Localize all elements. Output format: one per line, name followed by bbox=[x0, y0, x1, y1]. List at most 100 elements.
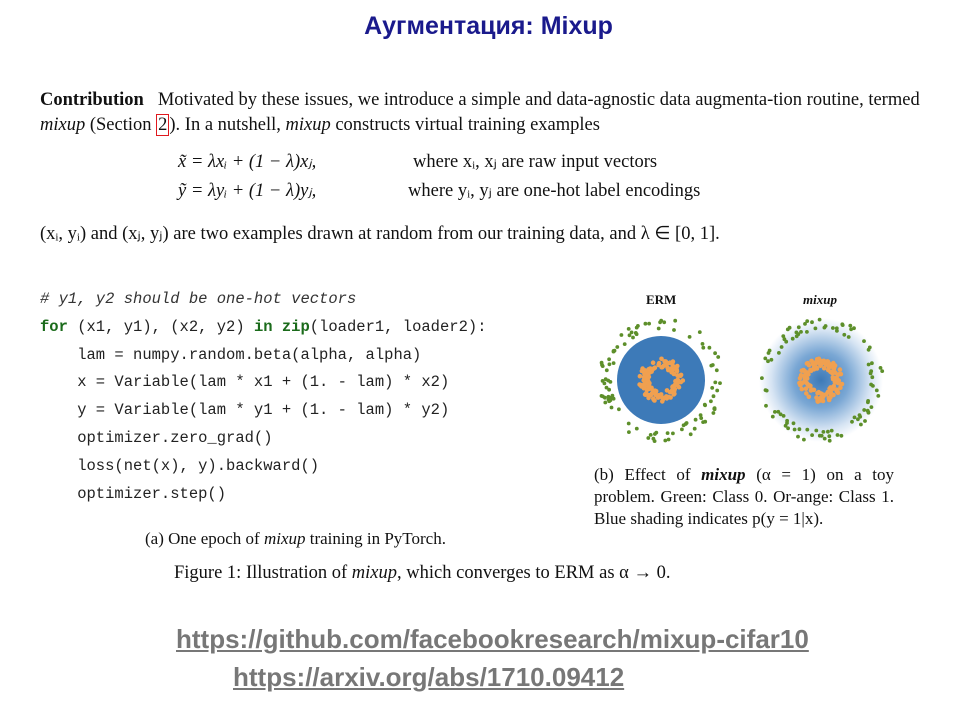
green-point bbox=[605, 386, 609, 390]
green-point bbox=[870, 361, 874, 365]
green-point bbox=[673, 319, 677, 323]
code-keyword-in: in bbox=[254, 318, 273, 336]
orange-point bbox=[808, 384, 813, 389]
orange-point bbox=[660, 395, 665, 400]
green-point bbox=[620, 333, 624, 337]
green-point bbox=[708, 346, 712, 350]
equation-x: x̃ = λxᵢ + (1 − λ)xⱼ, bbox=[178, 151, 316, 173]
code-line: loss(net(x), y).backward() bbox=[40, 457, 319, 475]
orange-point bbox=[831, 361, 836, 366]
orange-point bbox=[835, 377, 840, 382]
green-point bbox=[644, 322, 648, 326]
green-point bbox=[600, 394, 604, 398]
green-point bbox=[810, 433, 814, 437]
green-point bbox=[766, 359, 770, 363]
orange-point bbox=[798, 383, 803, 388]
orange-point bbox=[665, 396, 670, 401]
orange-point bbox=[826, 368, 831, 373]
green-point bbox=[610, 406, 614, 410]
orange-point bbox=[660, 399, 665, 404]
green-point bbox=[863, 419, 867, 423]
orange-point bbox=[648, 368, 653, 373]
green-point bbox=[612, 361, 616, 365]
green-point bbox=[627, 327, 631, 331]
green-point bbox=[824, 324, 828, 328]
green-point bbox=[699, 416, 703, 420]
mixup-blue-gradient bbox=[759, 318, 883, 442]
green-point bbox=[880, 369, 884, 373]
code-comment: # y1, y2 should be one-hot vectors bbox=[40, 290, 356, 308]
orange-point bbox=[674, 367, 679, 372]
green-point bbox=[667, 438, 671, 442]
green-point bbox=[663, 439, 667, 443]
orange-point bbox=[643, 370, 648, 375]
green-point bbox=[701, 346, 705, 350]
code-block: # y1, y2 should be one-hot vectors for (… bbox=[40, 286, 487, 508]
green-point bbox=[671, 432, 675, 436]
green-point bbox=[805, 319, 809, 323]
green-point bbox=[850, 420, 854, 424]
green-point bbox=[711, 363, 715, 367]
green-point bbox=[685, 421, 689, 425]
green-point bbox=[716, 355, 720, 359]
green-point bbox=[830, 429, 834, 433]
caption-a: (a) One epoch of mixup training in PyTor… bbox=[145, 529, 446, 549]
orange-point bbox=[678, 374, 683, 379]
github-link[interactable]: https://github.com/facebookresearch/mixu… bbox=[176, 624, 809, 655]
section-ref-link[interactable]: 2 bbox=[156, 114, 169, 136]
green-point bbox=[603, 401, 607, 405]
green-point bbox=[712, 411, 716, 415]
green-point bbox=[600, 361, 604, 365]
green-point bbox=[713, 351, 717, 355]
orange-point bbox=[826, 360, 831, 365]
mixup-plot-label: mixup bbox=[803, 292, 837, 308]
caption-text: (a) One epoch of bbox=[145, 529, 264, 548]
green-point bbox=[672, 328, 676, 332]
green-point bbox=[842, 333, 846, 337]
orange-point bbox=[651, 360, 656, 365]
green-point bbox=[840, 434, 844, 438]
green-point bbox=[796, 435, 800, 439]
green-point bbox=[628, 333, 632, 337]
green-point bbox=[831, 326, 835, 330]
green-point bbox=[822, 430, 826, 434]
green-point bbox=[623, 342, 627, 346]
caption-text: , which converges to ERM as α → 0. bbox=[397, 563, 670, 583]
green-point bbox=[868, 346, 872, 350]
orange-point bbox=[805, 361, 810, 366]
code-text: (x1, y1), (x2, y2) bbox=[68, 318, 254, 336]
paragraph-text: (Section bbox=[85, 115, 156, 135]
green-point bbox=[653, 432, 657, 436]
paragraph-text: Motivated by these issues, we introduce … bbox=[158, 90, 920, 110]
green-point bbox=[607, 357, 611, 361]
green-point bbox=[709, 399, 713, 403]
green-point bbox=[713, 381, 717, 385]
arxiv-link[interactable]: https://arxiv.org/abs/1710.09412 bbox=[233, 662, 624, 693]
green-point bbox=[870, 405, 874, 409]
mixup-term: mixup bbox=[264, 529, 306, 548]
green-point bbox=[767, 351, 771, 355]
green-point bbox=[826, 430, 830, 434]
green-point bbox=[698, 330, 702, 334]
green-point bbox=[764, 388, 768, 392]
contribution-label: Contribution bbox=[40, 90, 144, 110]
orange-point bbox=[835, 388, 840, 393]
green-point bbox=[852, 326, 856, 330]
orange-point bbox=[681, 378, 686, 383]
orange-point bbox=[819, 397, 824, 402]
paragraph-text: constructs virtual training examples bbox=[331, 115, 600, 135]
green-point bbox=[701, 342, 705, 346]
green-point bbox=[776, 410, 780, 414]
green-point bbox=[867, 363, 871, 367]
erm-plot-label: ERM bbox=[646, 292, 676, 308]
sampling-paragraph: (xᵢ, yᵢ) and (xⱼ, yⱼ) are two examples d… bbox=[40, 222, 920, 247]
mixup-term: mixup bbox=[701, 465, 745, 484]
contribution-paragraph: Contribution Motivated by these issues, w… bbox=[40, 88, 920, 138]
green-point bbox=[820, 434, 824, 438]
green-point bbox=[862, 408, 866, 412]
green-point bbox=[836, 433, 840, 437]
orange-point bbox=[670, 366, 675, 371]
orange-point bbox=[670, 362, 675, 367]
orange-point bbox=[815, 357, 820, 362]
green-point bbox=[659, 319, 663, 323]
